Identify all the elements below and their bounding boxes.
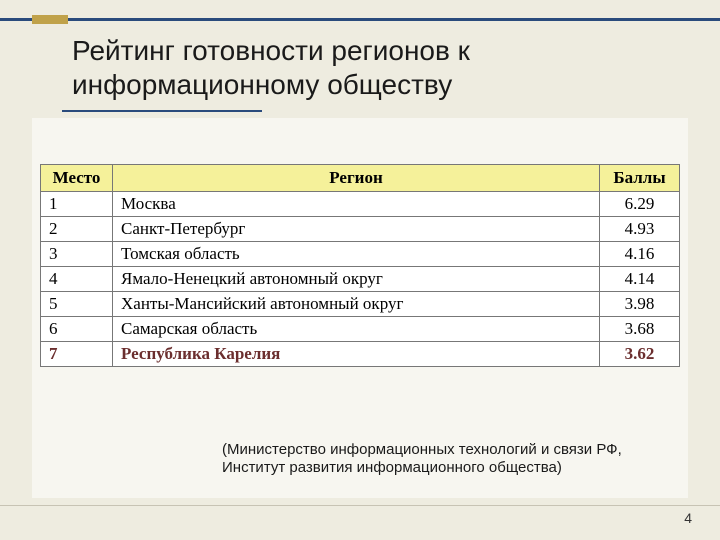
cell-score: 3.62 xyxy=(600,342,680,367)
rating-table: Место Регион Баллы 1Москва6.292Санкт-Пет… xyxy=(40,164,680,367)
title-underline xyxy=(62,110,262,112)
cell-region: Москва xyxy=(113,192,600,217)
col-region: Регион xyxy=(113,165,600,192)
cell-rank: 4 xyxy=(41,267,113,292)
table-row: 7Республика Карелия3.62 xyxy=(41,342,680,367)
bottom-rule xyxy=(0,505,720,506)
table-row: 6Самарская область3.68 xyxy=(41,317,680,342)
source-note: (Министерство информационных технологий … xyxy=(222,441,648,479)
cell-score: 3.68 xyxy=(600,317,680,342)
table-row: 3Томская область4.16 xyxy=(41,242,680,267)
cell-region: Санкт-Петербург xyxy=(113,217,600,242)
cell-score: 3.98 xyxy=(600,292,680,317)
cell-region: Самарская область xyxy=(113,317,600,342)
cell-score: 4.93 xyxy=(600,217,680,242)
table-row: 4Ямало-Ненецкий автономный округ4.14 xyxy=(41,267,680,292)
cell-region: Ханты-Мансийский автономный округ xyxy=(113,292,600,317)
table-body: 1Москва6.292Санкт-Петербург4.933Томская … xyxy=(41,192,680,367)
content-area: Место Регион Баллы 1Москва6.292Санкт-Пет… xyxy=(32,118,688,498)
table-row: 1Москва6.29 xyxy=(41,192,680,217)
table-row: 5Ханты-Мансийский автономный округ3.98 xyxy=(41,292,680,317)
table-row: 2Санкт-Петербург4.93 xyxy=(41,217,680,242)
cell-rank: 3 xyxy=(41,242,113,267)
cell-score: 6.29 xyxy=(600,192,680,217)
top-rule xyxy=(0,18,720,21)
cell-region: Республика Карелия xyxy=(113,342,600,367)
cell-rank: 7 xyxy=(41,342,113,367)
cell-score: 4.16 xyxy=(600,242,680,267)
cell-region: Томская область xyxy=(113,242,600,267)
cell-rank: 2 xyxy=(41,217,113,242)
cell-rank: 6 xyxy=(41,317,113,342)
cell-rank: 5 xyxy=(41,292,113,317)
page-number: 4 xyxy=(684,510,692,526)
col-rank: Место xyxy=(41,165,113,192)
cell-rank: 1 xyxy=(41,192,113,217)
cell-score: 4.14 xyxy=(600,267,680,292)
slide-title: Рейтинг готовности регионов к информацио… xyxy=(72,34,660,101)
col-score: Баллы xyxy=(600,165,680,192)
table-header-row: Место Регион Баллы xyxy=(41,165,680,192)
cell-region: Ямало-Ненецкий автономный округ xyxy=(113,267,600,292)
